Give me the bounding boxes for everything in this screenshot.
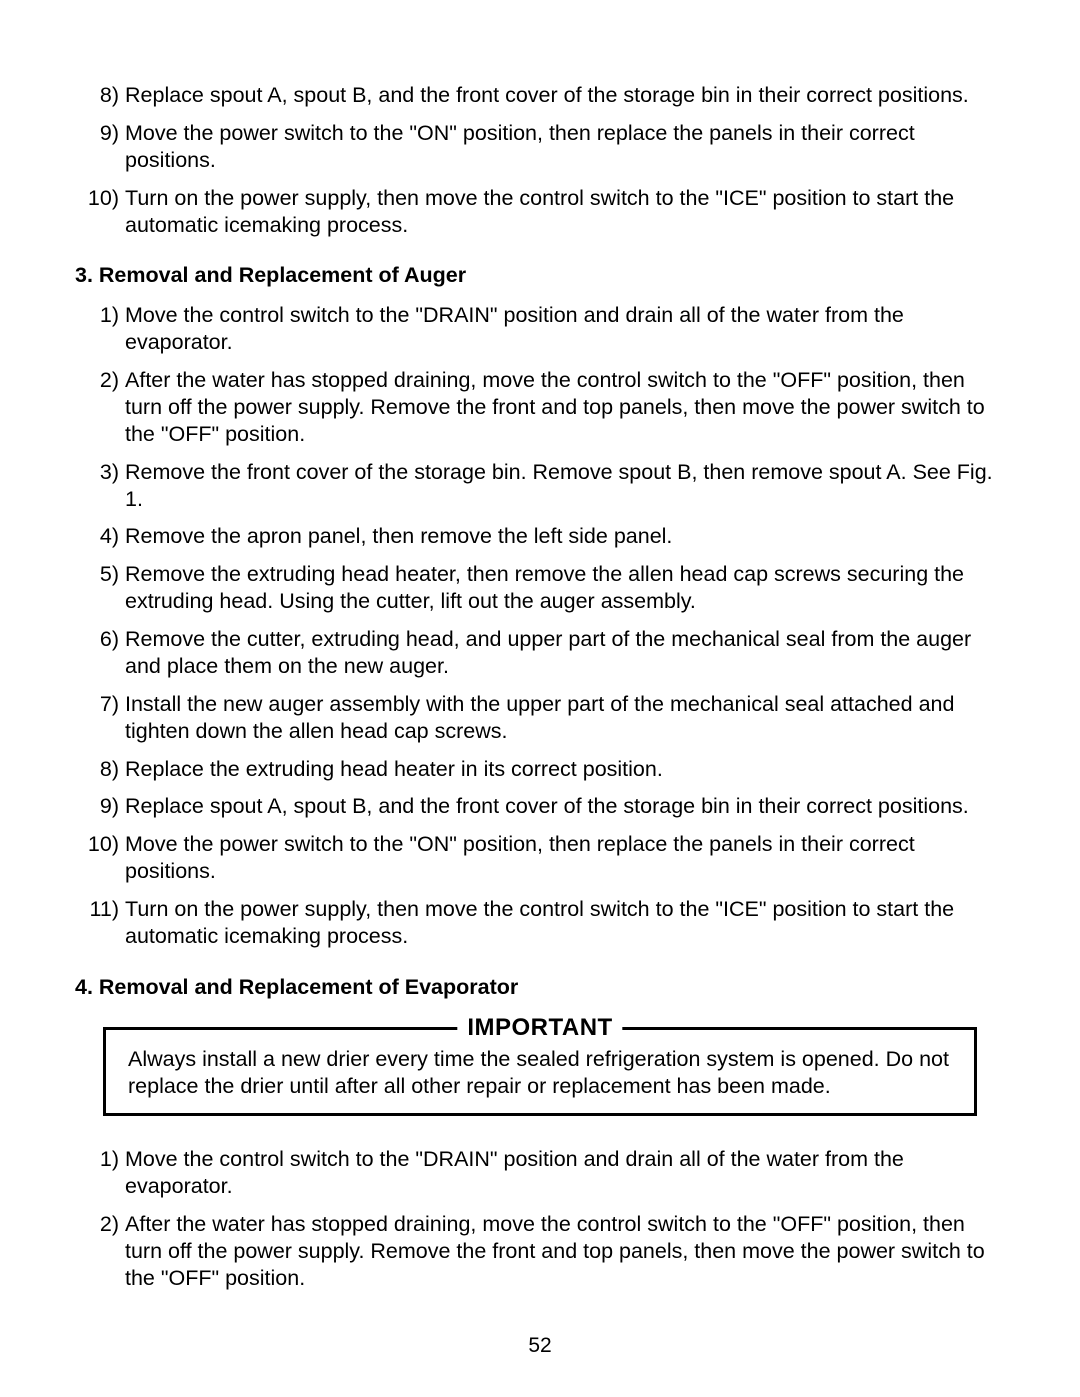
list-continuation: 8) Replace spout A, spout B, and the fro… (75, 82, 1005, 238)
item-number: 4) (75, 523, 125, 550)
list-item: 2) After the water has stopped draining,… (75, 1211, 1005, 1292)
list-item: 8) Replace the extruding head heater in … (75, 756, 1005, 783)
item-text: Install the new auger assembly with the … (125, 691, 1005, 745)
list-item: 1) Move the control switch to the "DRAIN… (75, 1146, 1005, 1200)
list-item: 7) Install the new auger assembly with t… (75, 691, 1005, 745)
list-item: 2) After the water has stopped draining,… (75, 367, 1005, 448)
item-number: 9) (75, 793, 125, 820)
list-item: 5) Remove the extruding head heater, the… (75, 561, 1005, 615)
item-number: 5) (75, 561, 125, 615)
item-text: Replace spout A, spout B, and the front … (125, 82, 1005, 109)
item-text: After the water has stopped draining, mo… (125, 1211, 1005, 1292)
item-text: Remove the extruding head heater, then r… (125, 561, 1005, 615)
item-number: 1) (75, 302, 125, 356)
item-text: Move the control switch to the "DRAIN" p… (125, 302, 1005, 356)
item-number: 10) (75, 831, 125, 885)
item-text: Move the power switch to the "ON" positi… (125, 831, 1005, 885)
list-item: 6) Remove the cutter, extruding head, an… (75, 626, 1005, 680)
item-text: Move the control switch to the "DRAIN" p… (125, 1146, 1005, 1200)
list-item: 11) Turn on the power supply, then move … (75, 896, 1005, 950)
item-number: 8) (75, 756, 125, 783)
important-callout: IMPORTANT Always install a new drier eve… (103, 1027, 977, 1117)
item-text: Replace spout A, spout B, and the front … (125, 793, 1005, 820)
section-3-list: 1) Move the control switch to the "DRAIN… (75, 302, 1005, 950)
item-text: Remove the apron panel, then remove the … (125, 523, 1005, 550)
item-text: Turn on the power supply, then move the … (125, 896, 1005, 950)
important-body: Always install a new drier every time th… (128, 1046, 952, 1100)
list-item: 8) Replace spout A, spout B, and the fro… (75, 82, 1005, 109)
section-4-heading: 4. Removal and Replacement of Evaporator (75, 974, 1005, 1001)
item-number: 11) (75, 896, 125, 950)
list-item: 10) Turn on the power supply, then move … (75, 185, 1005, 239)
item-number: 2) (75, 367, 125, 448)
item-text: Remove the cutter, extruding head, and u… (125, 626, 1005, 680)
item-number: 9) (75, 120, 125, 174)
item-number: 3) (75, 459, 125, 513)
item-text: Replace the extruding head heater in its… (125, 756, 1005, 783)
item-text: Remove the front cover of the storage bi… (125, 459, 1005, 513)
list-item: 4) Remove the apron panel, then remove t… (75, 523, 1005, 550)
list-item: 1) Move the control switch to the "DRAIN… (75, 302, 1005, 356)
manual-page: 8) Replace spout A, spout B, and the fro… (0, 0, 1080, 1397)
item-text: Move the power switch to the "ON" positi… (125, 120, 1005, 174)
item-number: 2) (75, 1211, 125, 1292)
item-text: After the water has stopped draining, mo… (125, 367, 1005, 448)
item-number: 1) (75, 1146, 125, 1200)
list-item: 9) Move the power switch to the "ON" pos… (75, 120, 1005, 174)
list-item: 3) Remove the front cover of the storage… (75, 459, 1005, 513)
page-number: 52 (0, 1333, 1080, 1359)
important-title: IMPORTANT (457, 1013, 622, 1043)
section-3-heading: 3. Removal and Replacement of Auger (75, 262, 1005, 289)
item-number: 8) (75, 82, 125, 109)
list-item: 9) Replace spout A, spout B, and the fro… (75, 793, 1005, 820)
item-number: 10) (75, 185, 125, 239)
item-number: 6) (75, 626, 125, 680)
item-text: Turn on the power supply, then move the … (125, 185, 1005, 239)
list-item: 10) Move the power switch to the "ON" po… (75, 831, 1005, 885)
item-number: 7) (75, 691, 125, 745)
section-4-list: 1) Move the control switch to the "DRAIN… (75, 1146, 1005, 1291)
